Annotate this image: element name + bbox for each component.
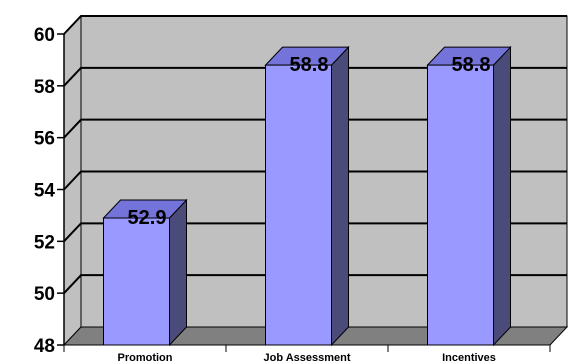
gridline xyxy=(63,222,567,243)
bar-front xyxy=(103,217,170,346)
gridline xyxy=(63,274,567,294)
bar-side xyxy=(493,45,511,347)
y-axis: 48 50 52 54 56 58 60 xyxy=(34,25,551,357)
gridlines xyxy=(63,15,567,294)
y-tick-label: 60 xyxy=(34,25,55,46)
labels: 52.9 Promotion 58.8 Job Assessment 58.8 Incen… xyxy=(118,54,496,364)
bar xyxy=(426,45,512,347)
bars xyxy=(102,45,512,347)
gridline xyxy=(63,170,567,191)
y-tick-label: 58 xyxy=(34,77,55,98)
y-tick-label: 48 xyxy=(34,336,55,357)
gridline xyxy=(63,118,567,139)
x-category-label: Job Assessment xyxy=(263,352,350,364)
x-category-label: Promotion xyxy=(118,352,173,364)
y-tick-label: 54 xyxy=(34,181,56,202)
y-tick-label: 56 xyxy=(34,129,55,150)
bar xyxy=(264,45,350,347)
data-label: 58.8 xyxy=(290,54,329,76)
y-tick-label: 50 xyxy=(34,284,55,305)
data-label: 58.8 xyxy=(452,54,491,76)
data-label: 52.9 xyxy=(128,207,167,229)
bar-side xyxy=(169,198,187,347)
bar-front xyxy=(427,64,494,346)
y-tick-label: 52 xyxy=(34,232,55,253)
gridline xyxy=(63,15,567,35)
x-category-label: Incentives xyxy=(442,352,496,364)
bar-front xyxy=(265,64,332,346)
bar xyxy=(102,198,188,347)
gridline xyxy=(63,66,567,87)
bar-side xyxy=(331,45,349,347)
